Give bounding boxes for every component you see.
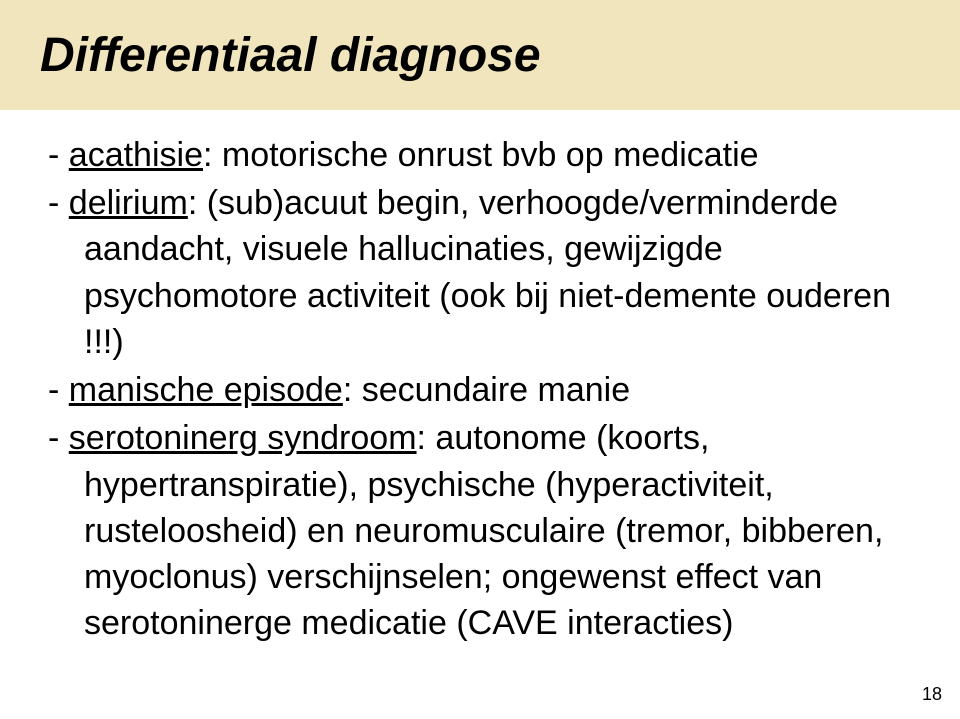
bullet-dash: - (48, 371, 69, 409)
bullet-dash: - (48, 419, 69, 457)
list-item: - manische episode: secundaire manie (48, 367, 912, 413)
item-rest: : motorische onrust bvb op medicatie (203, 136, 759, 174)
term-underlined: delirium (69, 184, 188, 222)
page-number: 18 (922, 684, 942, 705)
bullet-list: - acathisie: motorische onrust bvb op me… (48, 132, 912, 647)
slide-title: Differentiaal diagnose (40, 28, 541, 83)
list-item: - acathisie: motorische onrust bvb op me… (48, 132, 912, 178)
term-underlined: serotoninerg syndroom (69, 419, 417, 457)
list-item: - serotoninerg syndroom: autonome (koort… (48, 415, 912, 646)
term-underlined: manische episode (69, 371, 343, 409)
term-underlined: acathisie (69, 136, 203, 174)
list-item: - delirium: (sub)acuut begin, verhoogde/… (48, 180, 912, 365)
slide-body: - acathisie: motorische onrust bvb op me… (0, 110, 960, 647)
title-bar: Differentiaal diagnose (0, 0, 960, 110)
bullet-dash: - (48, 136, 69, 174)
bullet-dash: - (48, 184, 69, 222)
item-rest: : secundaire manie (343, 371, 630, 409)
item-rest: : (sub)acuut begin, verhoogde/verminderd… (84, 184, 891, 361)
